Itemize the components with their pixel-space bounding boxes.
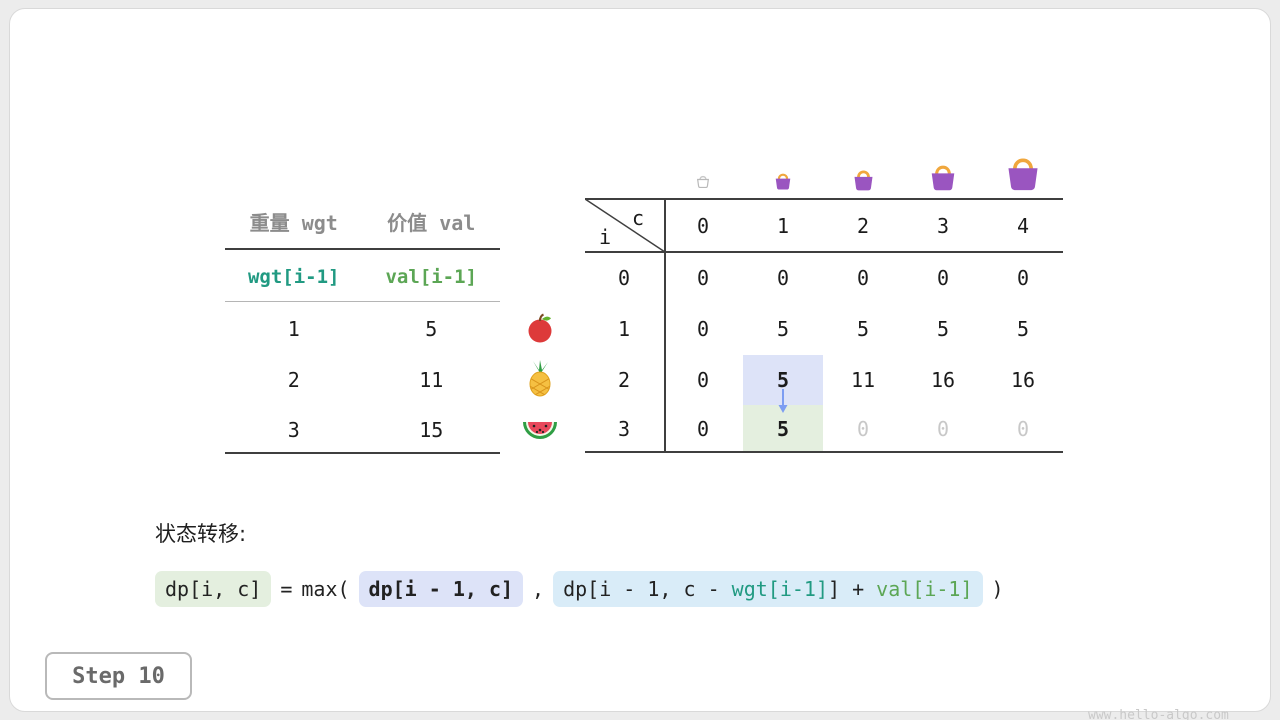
dp-cell-0-4: 0 (1016, 265, 1030, 290)
formula-term2-wgt: wgt[i-1] (731, 577, 828, 601)
apple-icon (528, 313, 552, 343)
dp-row-header-1: 1 (617, 316, 631, 341)
formula-term2-prefix: dp[i - 1, c - (563, 577, 732, 601)
formula-max-open: max( (301, 577, 350, 601)
dp-cell-1-2: 5 (856, 316, 870, 341)
formula-term1-chip: dp[i - 1, c] (358, 571, 524, 607)
item-1-value: 5 (425, 317, 438, 341)
bag-outline-icon (696, 175, 710, 188)
formula-term2-chip: dp[i - 1, c - wgt[i-1]] + val[i-1] (553, 571, 983, 607)
dp-header-border (585, 251, 1063, 253)
dp-cell-2-0: 0 (696, 367, 710, 392)
dp-corner-c-label: c (632, 206, 645, 230)
pineapple-icon (529, 360, 551, 397)
dp-cell-1-1: 5 (776, 316, 790, 341)
dp-cell-3-1: 5 (776, 416, 790, 441)
dp-cell-1-4: 5 (1016, 316, 1030, 341)
dp-cell-2-2: 11 (850, 367, 876, 392)
dp-cell-1-0: 0 (696, 316, 710, 341)
item-2-value: 11 (419, 368, 444, 392)
items-col-value-label: 价值 val (387, 211, 476, 235)
dp-top-border (585, 198, 1063, 200)
dp-corner-diagonal (585, 198, 665, 253)
dp-cell-2-4: 16 (1010, 367, 1036, 392)
dp-cell-3-2: 0 (856, 416, 870, 441)
formula-comma: , (532, 577, 545, 601)
watermelon-icon (523, 422, 557, 439)
step-badge: Step 10 (45, 652, 192, 700)
bag-large-icon (931, 165, 955, 191)
watermark-url: www.hello-algo.com (1088, 708, 1229, 720)
dp-cell-0-0: 0 (696, 265, 710, 290)
dp-cell-3-0: 0 (696, 416, 710, 441)
formula-lhs-chip: dp[i, c] (155, 571, 272, 607)
items-row-3: 3 15 (225, 418, 500, 442)
dp-col-header-3: 3 (936, 213, 950, 238)
items-bottom-divider (225, 452, 500, 454)
dp-col-header-1: 1 (776, 213, 790, 238)
transition-arrow-icon (778, 389, 788, 413)
dp-cell-1-3: 5 (936, 316, 950, 341)
figure-card: 重量 wgt 价值 val wgt[i-1] val[i-1] 1 5 2 11… (9, 8, 1271, 720)
items-header-divider (225, 248, 500, 250)
items-sub-val-label: val[i-1] (385, 266, 477, 288)
items-table-header: 重量 wgt 价值 val (225, 207, 500, 236)
dp-bottom-border (585, 451, 1063, 453)
dp-row-header-3: 3 (617, 416, 631, 441)
bag-medium-icon (854, 170, 873, 191)
item-3-weight: 3 (287, 418, 300, 442)
items-row-2: 2 11 (225, 368, 500, 392)
formula-term2-val: val[i-1] (876, 577, 973, 601)
dp-col-header-4: 4 (1016, 213, 1030, 238)
items-sub-wgt-label: wgt[i-1] (247, 266, 340, 288)
items-row-1: 1 5 (225, 317, 500, 341)
items-subheader-divider (225, 301, 500, 302)
items-table-subheader: wgt[i-1] val[i-1] (225, 266, 500, 288)
dp-cell-0-2: 0 (856, 265, 870, 290)
items-col-weight-label: 重量 wgt (249, 211, 338, 235)
formula-close-paren: ) (991, 577, 1004, 601)
item-2-weight: 2 (287, 368, 300, 392)
dp-vertical-border (664, 198, 666, 453)
formula-term2-mid: ] + (828, 577, 877, 601)
dp-cell-0-1: 0 (776, 265, 790, 290)
dp-col-header-0: 0 (696, 213, 710, 238)
bag-small-icon (775, 173, 791, 190)
dp-cell-3-3: 0 (936, 416, 950, 441)
transition-title: 状态转移: (155, 522, 247, 546)
bag-xlarge-icon (1008, 158, 1038, 191)
dp-row-header-0: 0 (617, 265, 631, 290)
dp-cell-2-1: 5 (776, 367, 790, 392)
transition-formula: dp[i, c] = max( dp[i - 1, c] , dp[i - 1,… (155, 571, 1004, 607)
dp-col-header-2: 2 (856, 213, 870, 238)
item-3-value: 15 (419, 418, 444, 442)
dp-cell-0-3: 0 (936, 265, 950, 290)
item-1-weight: 1 (287, 317, 300, 341)
dp-cell-2-3: 16 (930, 367, 956, 392)
dp-cell-3-4: 0 (1016, 416, 1030, 441)
formula-equals: = (280, 577, 293, 601)
dp-corner-i-label: i (599, 225, 612, 249)
dp-row-header-2: 2 (617, 367, 631, 392)
